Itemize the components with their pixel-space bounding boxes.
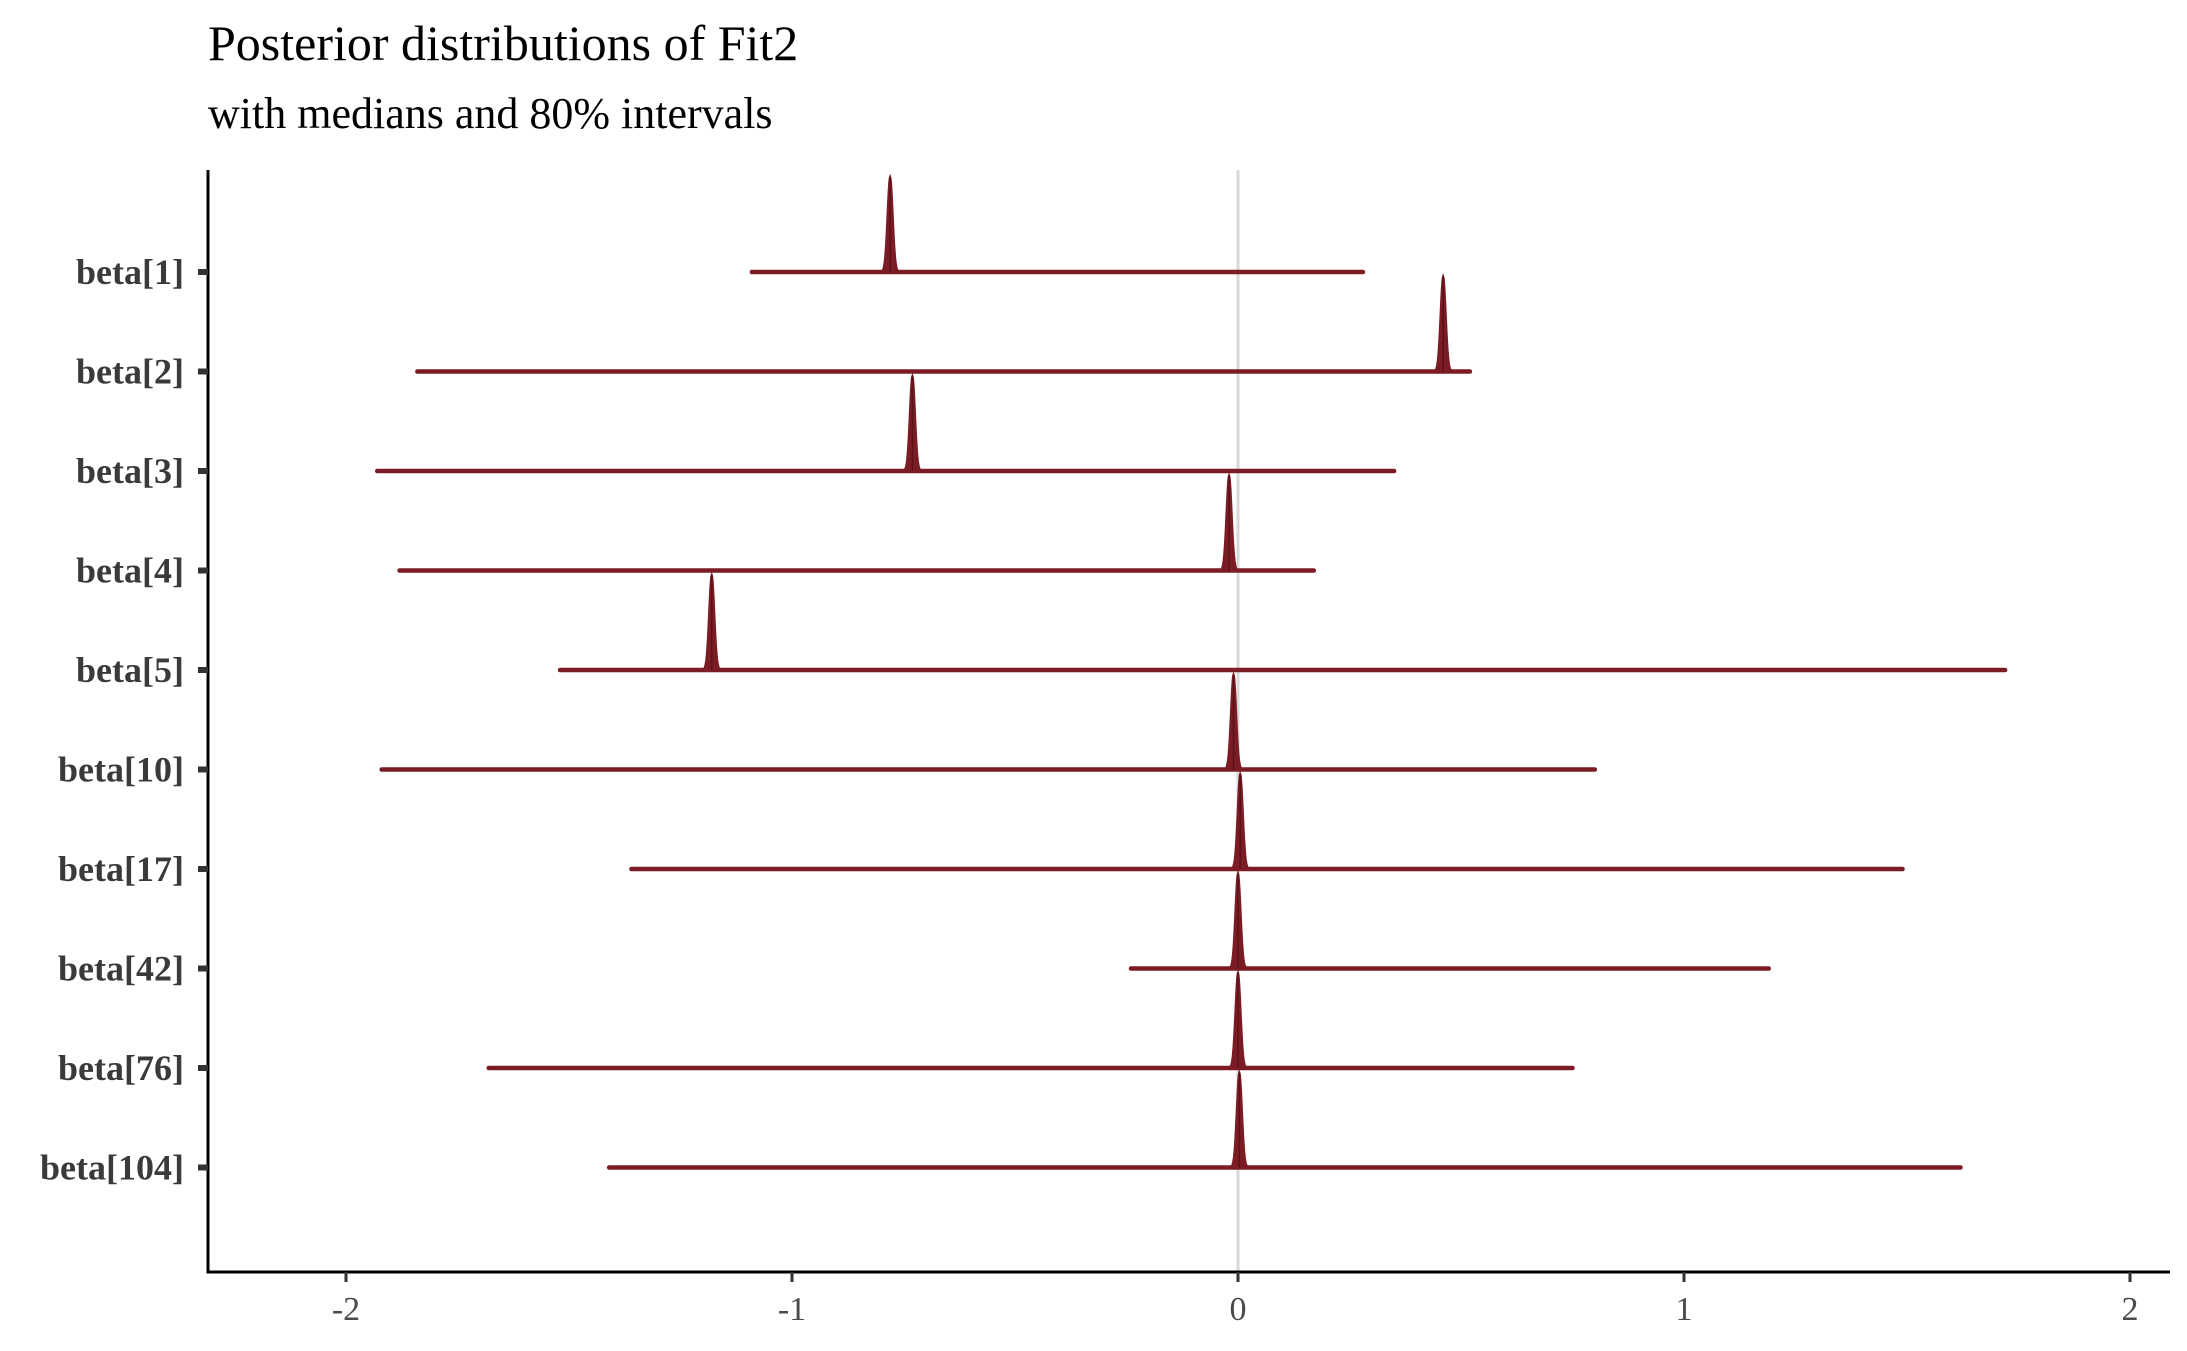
ridge-row [397, 471, 1317, 573]
ridge-row [629, 770, 1905, 872]
ridge-row [749, 173, 1366, 275]
chart-subtitle: with medians and 80% intervals [208, 89, 773, 138]
y-tick-label: beta[2] [76, 352, 184, 392]
y-tick-label: beta[17] [58, 849, 184, 889]
x-ticks-group: -2 -1 0 1 2 [332, 1272, 2139, 1328]
ridge-row [374, 372, 1397, 474]
ridge-row [606, 1068, 1963, 1170]
x-tick-label: -1 [778, 1291, 806, 1328]
x-tick-label: 2 [2122, 1291, 2139, 1328]
ridge-row [1128, 869, 1771, 971]
y-tick-label: beta[5] [76, 650, 184, 690]
ridge-row [379, 670, 1598, 772]
x-tick-label: 0 [1230, 1291, 1247, 1328]
x-tick-label: -2 [332, 1291, 360, 1328]
chart-title: Posterior distributions of Fit2 [208, 15, 799, 71]
ridges-group [374, 173, 2008, 1170]
ridge-row [557, 571, 2008, 673]
y-ticks-group: beta[1] beta[2] beta[3] beta[4] beta[5] beta[… [40, 252, 208, 1188]
y-tick-label: beta[1] [76, 252, 184, 292]
y-tick-label: beta[104] [40, 1148, 184, 1188]
x-tick-label: 1 [1676, 1291, 1693, 1328]
y-tick-label: beta[42] [58, 949, 184, 989]
y-tick-label: beta[76] [58, 1048, 184, 1088]
y-tick-label: beta[10] [58, 750, 184, 790]
ridge-row [415, 272, 1473, 374]
y-tick-label: beta[3] [76, 451, 184, 491]
y-tick-label: beta[4] [76, 551, 184, 591]
ridge-row [486, 969, 1575, 1071]
